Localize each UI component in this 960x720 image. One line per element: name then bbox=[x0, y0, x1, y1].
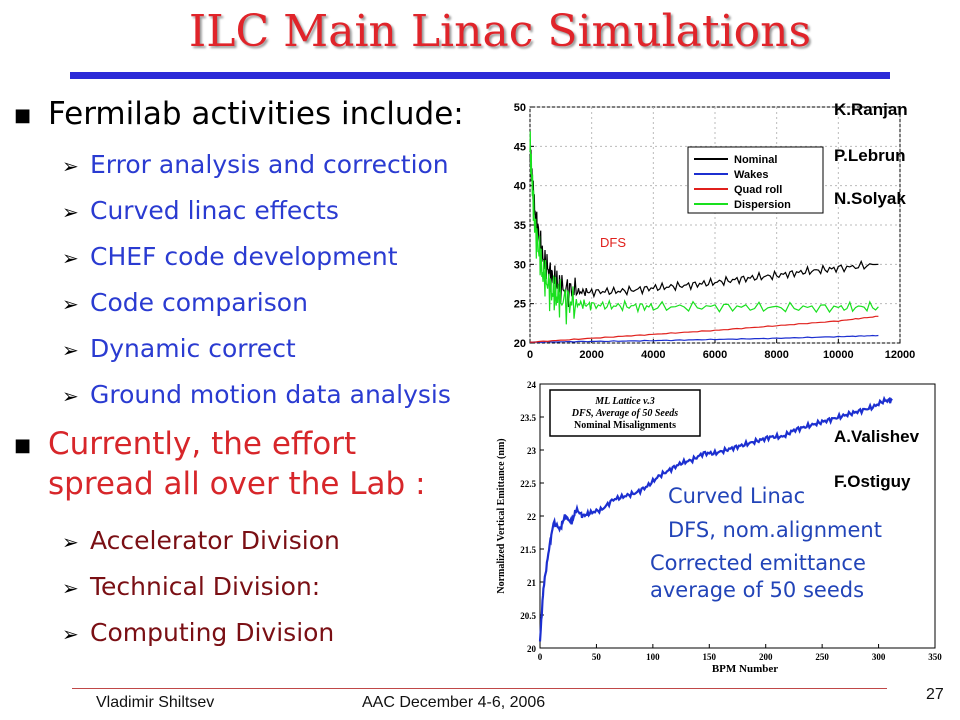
page-number: 27 bbox=[926, 686, 944, 703]
y-tick-label: 20 bbox=[514, 338, 526, 350]
title-underline bbox=[70, 72, 890, 79]
series-line-nominal bbox=[529, 149, 879, 308]
sub-bullet: ➢ Code comparison bbox=[62, 288, 308, 317]
x-tick-label: 2000 bbox=[579, 349, 603, 361]
y-tick-label: 23 bbox=[527, 446, 537, 456]
bullet-line2: spread all over the Lab : bbox=[48, 466, 426, 502]
footer-author: Vladimir Shiltsev bbox=[96, 694, 215, 711]
y-tick-label: 21.5 bbox=[520, 545, 536, 555]
dfs-annotation: DFS bbox=[600, 235, 626, 250]
dfs-emittance-chart: 0 2000 4000 6000 8000 10000 12000 20 25 30 35 40 45 5… bbox=[514, 102, 916, 361]
x-tick-label: 10000 bbox=[823, 349, 854, 361]
sub-bullet: ➢ Error analysis and correction bbox=[62, 150, 449, 179]
y-tick-label: 30 bbox=[514, 259, 526, 271]
sub-bullet: ➢ Dynamic correct bbox=[62, 334, 296, 363]
legend-line: ML Lattice v.3 bbox=[594, 396, 655, 407]
arrow-bullet-icon: ➢ bbox=[62, 292, 79, 316]
footer-event: AAC December 4-6, 2006 bbox=[362, 694, 546, 711]
x-tick-label: 300 bbox=[872, 652, 886, 662]
series-line-wakes bbox=[529, 334, 879, 344]
author-name: K.Ranjan bbox=[834, 100, 908, 119]
chart-note: Curved Linac bbox=[668, 484, 806, 508]
y-tick-label: 20 bbox=[527, 644, 537, 654]
sub-bullet: ➢ CHEF code development bbox=[62, 242, 398, 271]
y-tick-label: 21 bbox=[527, 578, 537, 588]
author-name: P.Lebrun bbox=[834, 146, 906, 165]
y-tick-label: 23.5 bbox=[520, 413, 536, 423]
chart-note: DFS, nom.alignment bbox=[668, 518, 882, 542]
x-tick-label: 0 bbox=[538, 652, 543, 662]
legend-line: DFS, Average of 50 Seeds bbox=[571, 408, 678, 419]
footer-rule bbox=[72, 688, 887, 689]
y-tick-label: 25 bbox=[514, 299, 526, 311]
sub-bullet: ➢ Computing Division bbox=[62, 618, 335, 647]
x-tick-label: 150 bbox=[703, 652, 717, 662]
series-line-quad-roll bbox=[529, 315, 879, 343]
legend-line: Nominal Misalignments bbox=[574, 420, 676, 431]
arrow-bullet-icon: ➢ bbox=[62, 622, 79, 646]
arrow-bullet-icon: ➢ bbox=[62, 384, 79, 408]
x-tick-label: 50 bbox=[592, 652, 602, 662]
author-name: N.Solyak bbox=[834, 189, 906, 208]
chart-note: Corrected emittance bbox=[650, 551, 866, 575]
legend-label: Nominal bbox=[734, 154, 777, 166]
sub-bullet: ➢ Ground motion data analysis bbox=[62, 380, 451, 409]
author-name: F.Ostiguy bbox=[834, 472, 911, 491]
y-tick-label: 22 bbox=[527, 512, 537, 522]
sub-bullet: ➢ Curved linac effects bbox=[62, 196, 339, 225]
x-tick-label: 6000 bbox=[703, 349, 727, 361]
curved-linac-chart: 0 50 100 150 200 250 300 350 20 20.5 21 21.5 22 22.5 2… bbox=[496, 380, 942, 675]
x-tick-label: 200 bbox=[759, 652, 773, 662]
chart-note: average of 50 seeds bbox=[650, 578, 865, 602]
arrow-bullet-icon: ➢ bbox=[62, 200, 79, 224]
series-line-dispersion bbox=[529, 131, 879, 325]
y-tick-label: 35 bbox=[514, 220, 526, 232]
sub-bullet: ➢ Accelerator Division bbox=[62, 526, 340, 555]
x-tick-label: 8000 bbox=[764, 349, 788, 361]
x-tick-label: 0 bbox=[527, 349, 533, 361]
legend-label: Quad roll bbox=[734, 184, 782, 196]
legend-label: Wakes bbox=[734, 169, 768, 181]
x-tick-label: 350 bbox=[928, 652, 942, 662]
x-tick-label: 250 bbox=[815, 652, 829, 662]
y-axis-label: Normalized Vertical Emittance (nm) bbox=[496, 438, 507, 593]
slide-title: ILC Main Linac Simulations bbox=[188, 6, 812, 57]
x-axis-label: BPM Number bbox=[712, 663, 778, 675]
x-tick-label: 12000 bbox=[885, 349, 916, 361]
bullet-text: Fermilab activities include: bbox=[48, 96, 464, 132]
bullet-line1: Currently, the effort bbox=[48, 426, 357, 462]
y-tick-label: 50 bbox=[514, 102, 526, 114]
y-tick-label: 20.5 bbox=[520, 611, 536, 621]
square-bullet-icon: ■ bbox=[14, 435, 32, 456]
y-tick-label: 24 bbox=[527, 380, 537, 390]
arrow-bullet-icon: ➢ bbox=[62, 338, 79, 362]
author-name: A.Valishev bbox=[834, 427, 920, 446]
x-tick-label: 100 bbox=[646, 652, 660, 662]
y-tick-label: 45 bbox=[514, 141, 526, 153]
y-tick-label: 40 bbox=[514, 181, 526, 193]
arrow-bullet-icon: ➢ bbox=[62, 576, 79, 600]
arrow-bullet-icon: ➢ bbox=[62, 246, 79, 270]
series-line-emittance bbox=[538, 395, 893, 642]
legend-label: Dispersion bbox=[734, 199, 791, 211]
arrow-bullet-icon: ➢ bbox=[62, 154, 79, 178]
square-bullet-icon: ■ bbox=[14, 105, 32, 126]
x-tick-label: 4000 bbox=[641, 349, 665, 361]
sub-bullet: ➢ Technical Division: bbox=[62, 572, 321, 601]
y-tick-label: 22.5 bbox=[520, 479, 536, 489]
chart-legend: Nominal Wakes Quad roll Dispersion bbox=[687, 146, 824, 214]
legend-frame bbox=[549, 389, 701, 437]
arrow-bullet-icon: ➢ bbox=[62, 530, 79, 554]
